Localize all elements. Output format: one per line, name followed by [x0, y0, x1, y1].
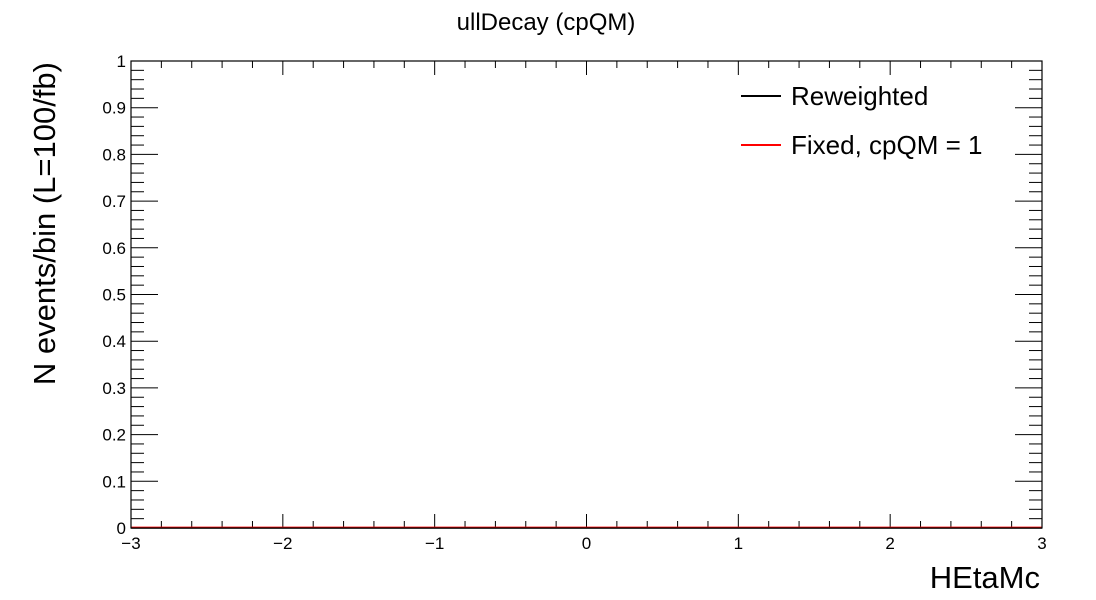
x-tick-label: −1: [425, 534, 444, 553]
x-tick-label: −3: [121, 534, 140, 553]
y-tick-label: 0.1: [102, 472, 126, 491]
y-tick-label: 0: [117, 519, 126, 538]
y-tick-label: 0.7: [102, 192, 126, 211]
plot-frame: [130, 60, 1043, 529]
axis-ticks: [130, 60, 1043, 529]
y-tick-label: 0.9: [102, 99, 126, 118]
x-tick-label: −2: [273, 534, 292, 553]
y-tick-label: 0.8: [102, 145, 126, 164]
y-tick-label: 0.3: [102, 379, 126, 398]
y-tick-label: 0.4: [102, 332, 126, 351]
chart-title: ullDecay (cpQM): [457, 9, 636, 36]
x-tick-label: 0: [582, 534, 591, 553]
x-tick-label: 3: [1037, 534, 1046, 553]
legend-label-reweighted: Reweighted: [791, 81, 928, 111]
y-axis-title: N events/bin (L=100/fb): [27, 62, 62, 385]
y-tick-label: 0.2: [102, 426, 126, 445]
legend: Reweighted Fixed, cpQM = 1: [741, 81, 982, 160]
x-tick-label: 1: [734, 534, 743, 553]
x-axis-title: HEtaMc: [930, 560, 1040, 595]
y-tick-label: 0.5: [102, 286, 126, 305]
legend-label-fixed: Fixed, cpQM = 1: [791, 130, 982, 160]
y-tick-label: 1: [117, 52, 126, 71]
y-tick-label: 0.6: [102, 239, 126, 258]
x-tick-labels: −3 −2 −1 0 1 2 3: [121, 534, 1046, 553]
x-tick-label: 2: [885, 534, 894, 553]
y-tick-labels: 0 0.1 0.2 0.3 0.4 0.5 0.6 0.7 0.8 0.9 1: [102, 52, 126, 538]
